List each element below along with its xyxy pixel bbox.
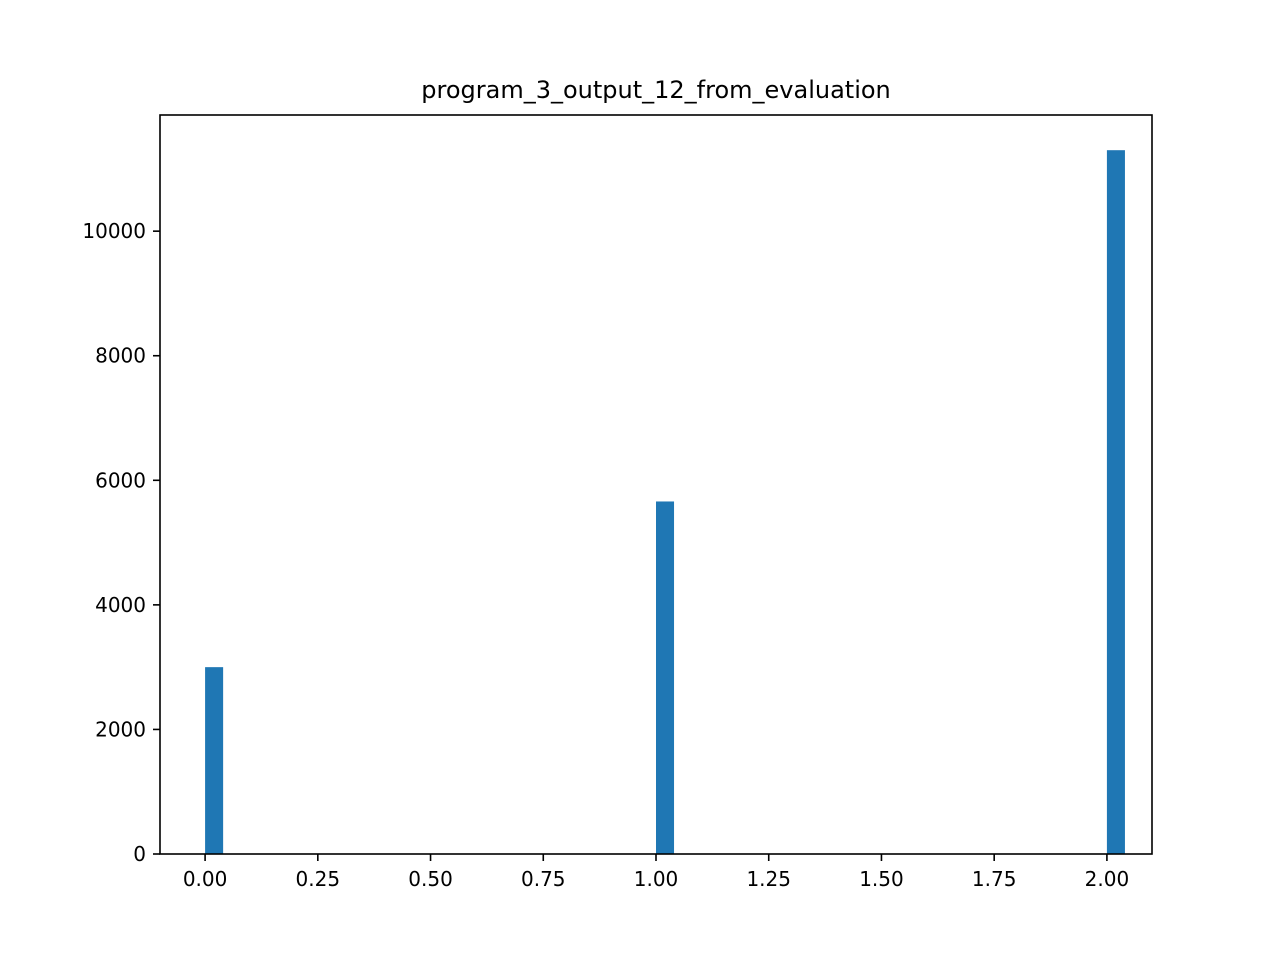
x-tick-label: 1.25 <box>746 867 791 891</box>
bar-1 <box>656 501 675 854</box>
x-tick-label: 2.00 <box>1085 867 1130 891</box>
plot-area-frame <box>159 114 1153 855</box>
y-tick-label: 6000 <box>95 468 146 492</box>
bar-0 <box>205 667 224 854</box>
x-tick-label: 0.75 <box>521 867 566 891</box>
x-tick-label: 0.25 <box>296 867 341 891</box>
chart-title: program_3_output_12_from_evaluation <box>421 76 891 104</box>
y-tick-label: 0 <box>133 842 146 866</box>
y-tick-label: 8000 <box>95 344 146 368</box>
bars-group <box>205 150 1125 854</box>
y-tick-label: 10000 <box>82 219 146 243</box>
y-tick-label: 4000 <box>95 593 146 617</box>
x-tick-label: 1.50 <box>859 867 904 891</box>
x-tick-label: 0.00 <box>183 867 228 891</box>
x-tick-label: 1.75 <box>972 867 1017 891</box>
y-axis-ticks: 0 2000 4000 6000 8000 10000 <box>82 219 160 866</box>
x-axis-ticks: 0.00 0.25 0.50 0.75 1.00 1.25 1.50 1.75 2.00 <box>183 854 1129 891</box>
y-tick-label: 2000 <box>95 717 146 741</box>
bar-2 <box>1106 150 1125 854</box>
x-tick-label: 1.00 <box>634 867 679 891</box>
x-tick-label: 0.50 <box>408 867 453 891</box>
